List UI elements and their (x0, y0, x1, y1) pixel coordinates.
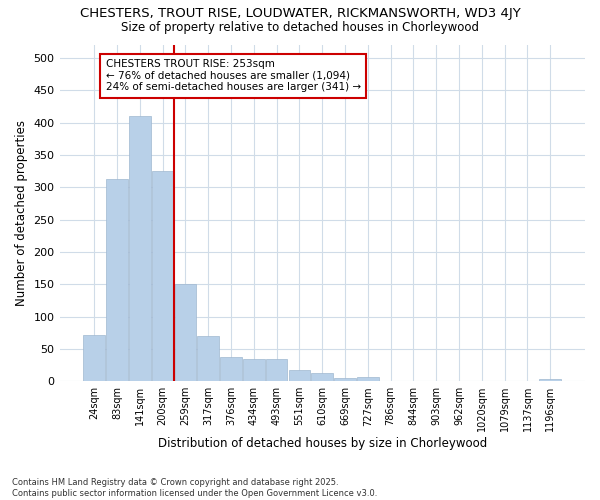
Bar (106, 179, 128, 381)
Text: CHESTERS TROUT RISE: 253sqm
← 76% of detached houses are smaller (1,094)
24% of : CHESTERS TROUT RISE: 253sqm ← 76% of det… (106, 59, 361, 92)
Text: Contains HM Land Registry data © Crown copyright and database right 2025.
Contai: Contains HM Land Registry data © Crown c… (12, 478, 377, 498)
X-axis label: Distribution of detached houses by size in Chorleywood: Distribution of detached houses by size … (158, 437, 487, 450)
Bar (83, 334, 105, 381)
Bar (129, 116, 151, 381)
Bar (220, 358, 242, 381)
Bar (266, 358, 287, 381)
Text: CHESTERS, TROUT RISE, LOUDWATER, RICKMANSWORTH, WD3 4JY: CHESTERS, TROUT RISE, LOUDWATER, RICKMAN… (80, 8, 520, 20)
Bar (334, 378, 356, 381)
Text: Size of property relative to detached houses in Chorleywood: Size of property relative to detached ho… (121, 21, 479, 34)
Bar (289, 370, 310, 381)
Bar (357, 376, 379, 381)
Y-axis label: Number of detached properties: Number of detached properties (15, 120, 28, 306)
Bar (311, 374, 333, 381)
Bar (243, 358, 265, 381)
Bar (197, 336, 219, 381)
Bar (175, 284, 196, 381)
Bar (152, 171, 173, 381)
Bar (539, 380, 561, 381)
